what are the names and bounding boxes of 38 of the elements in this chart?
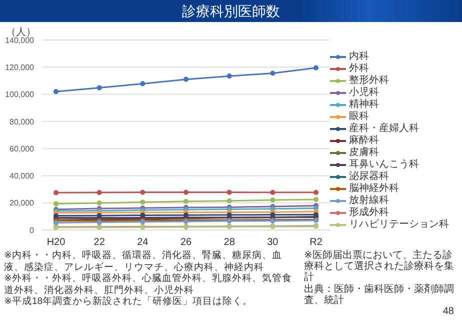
legend-label: 眼科: [349, 111, 369, 122]
legend-label: 泌尿器科: [349, 171, 389, 182]
legend-label: 形成外科: [349, 207, 389, 219]
y-tick-label: 60,000: [10, 144, 35, 154]
text: ※平成18年調査から新設された「研修医」項目は除く。: [4, 296, 254, 308]
x-tick-label: 30: [267, 237, 279, 248]
legend-label: リハビリテーション科: [349, 219, 449, 231]
legend-label: 放射線科: [349, 195, 389, 206]
source-note: 出典：医師・歯科医師・薬剤師調査、統計: [304, 284, 455, 306]
text: 48: [442, 306, 455, 317]
legend-label: 耳鼻いんこう科: [349, 159, 419, 170]
legend-label: 皮膚科: [349, 147, 379, 159]
x-tick-label: H20: [46, 237, 66, 248]
y-axis-title: （人）: [6, 26, 36, 38]
legend-label: 脳神経外科: [349, 183, 399, 194]
x-tick-label: R2: [310, 237, 323, 248]
y-tick-label: 140,000: [5, 36, 35, 45]
text: ※医師届出票において、主たる診療科として選択された診療科を集計: [304, 250, 455, 283]
legend-label: 産科・産婦人科: [349, 123, 419, 134]
text: ※内科・・内科、呼吸器、循環器、消化器、腎臓、糖尿病、血液、感染症、アレルギー、リウマチ、心療内科、神経内科: [4, 250, 283, 273]
y-tick-label: 40,000: [10, 172, 35, 181]
legend-label: 整形外科: [349, 75, 389, 86]
y-tick-label: 100,000: [5, 90, 35, 100]
legend-label: 小児科: [349, 87, 379, 98]
chart-title: 診療科別医師数: [0, 0, 462, 22]
y-tick-label: 0: [30, 226, 35, 235]
x-tick-label: 26: [180, 237, 192, 248]
y-tick-label: 120,000: [5, 62, 35, 72]
x-tick-label: 24: [137, 237, 149, 248]
legend-label: 精神科: [349, 99, 379, 110]
legend-label: 麻酔科: [349, 135, 379, 146]
x-tick-label: 22: [94, 237, 106, 248]
x-tick-label: 28: [224, 237, 236, 248]
y-tick-label: 80,000: [10, 117, 35, 126]
legend-label: 内科: [349, 51, 369, 62]
text: ※外科・・外科、呼吸器外科、心臓血管外科、乳腺外科、気管食道外科、消化器外科、肛門外科、小児外科: [4, 273, 293, 296]
y-tick-label: 20,000: [10, 198, 35, 208]
legend-label: 外科: [349, 63, 369, 75]
